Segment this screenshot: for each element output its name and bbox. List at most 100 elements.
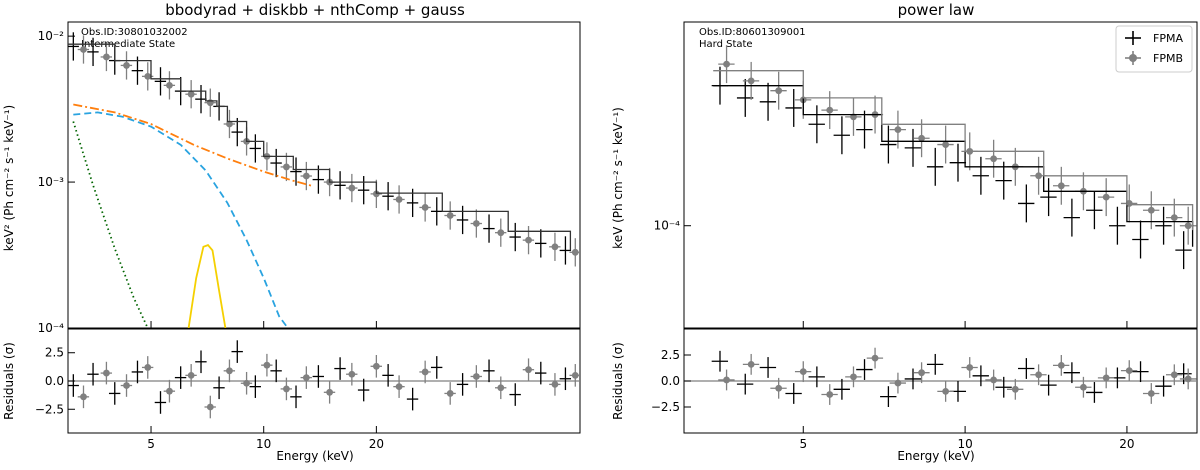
legend-fpma-label: FPMA	[1153, 32, 1183, 45]
left-series-1-point-11	[302, 172, 310, 180]
left-series-1-res-point-5	[187, 371, 195, 379]
left-series-1-point-10	[283, 163, 290, 171]
left-res-ytick-label-1: 0.0	[45, 374, 64, 388]
right-series-1-point-1	[747, 77, 755, 85]
right-series-1-res-point-14	[1057, 362, 1065, 369]
left-series-1-res-point-6	[206, 403, 214, 411]
right-series-1-point-11	[990, 155, 998, 163]
left-series-1-res-point-8	[243, 379, 250, 387]
left-series-1-res-point-1	[103, 369, 110, 377]
left-series-1-point-22	[571, 248, 579, 256]
legend-fpmb-label: FPMB	[1153, 52, 1183, 65]
right-series-1-res-point-18	[1147, 390, 1155, 397]
left-series-1-point-15	[395, 196, 403, 203]
left-series-1-point-4	[166, 81, 173, 89]
left-series-1-res-point-12	[326, 388, 334, 396]
left-series-6-curve	[187, 244, 227, 328]
left-series-1-point-17	[446, 212, 454, 219]
right-series-1-point-8	[918, 134, 925, 142]
left-series-1-res-point-11	[302, 374, 310, 382]
left-series-1-res-point-4	[166, 387, 173, 395]
right-series-1-res-point-19	[1170, 371, 1178, 379]
right-series-1-res-point-13	[1035, 371, 1043, 379]
right-xtick-label-1: 10	[957, 437, 972, 451]
left-main-frame	[67, 21, 581, 329]
left-series-1-res-point-21	[551, 380, 559, 388]
left-xtick-label-2: 20	[369, 437, 384, 451]
right-main-frame	[683, 21, 1198, 329]
left-series-1-point-16	[421, 204, 429, 211]
left-title: bbodyrad + diskbb + nthComp + gauss	[165, 1, 465, 19]
left-series-1-point-20	[525, 236, 532, 244]
left-res-ytick-label-2: −2.5	[35, 402, 64, 416]
right-ytick-label-0: 10⁻⁴	[654, 219, 681, 233]
left-series-2-curve	[68, 43, 572, 251]
left-series-1-res-point-17	[446, 390, 454, 397]
left-residual-layer	[68, 340, 580, 419]
left-ytick-label-2: 10⁻⁴	[38, 321, 65, 335]
right-res-ytick-label-1: 0.0	[661, 374, 680, 388]
right-series-1-res-point-4	[826, 391, 834, 398]
left-series-1-point-7	[226, 120, 233, 128]
left-series-1-res-point-13	[348, 370, 356, 378]
right-xlabel: Energy (keV)	[897, 449, 974, 463]
right-series-1-point-2	[775, 87, 783, 95]
right-annotation-obsid: Obs.ID:80601309001	[699, 27, 806, 38]
left-series-1-point-21	[551, 243, 559, 251]
right-series-1-res-point-6	[871, 354, 879, 362]
right-series-1-res-point-10	[966, 364, 974, 371]
left-series-1-res-point-2	[123, 382, 130, 389]
left-series-1-point-13	[348, 184, 356, 192]
left-series-1-point-19	[497, 229, 505, 237]
left-series-1-res-point-16	[421, 368, 429, 376]
right-title: power law	[898, 1, 975, 19]
left-ytick-label-0: 10⁻²	[38, 29, 65, 43]
right-annotation-state: Hard State	[699, 39, 753, 50]
right-res-ytick-label-0: 2.5	[661, 348, 680, 362]
left-xtick-label-0: 5	[147, 437, 155, 451]
right-series-1-res-point-5	[850, 373, 857, 381]
right-series-1-point-18	[1147, 206, 1155, 214]
right-series-1-point-9	[942, 141, 950, 148]
left-ylabel: keV² (Ph cm⁻² s⁻¹ keV⁻¹)	[2, 105, 16, 251]
left-series-1-res-point-3	[144, 364, 152, 371]
left-series-1-res-point-0	[80, 393, 87, 401]
left-series-layer	[68, 32, 580, 328]
right-series-2-curve	[713, 85, 1194, 247]
left-series-1-res-point-15	[395, 383, 403, 391]
right-residual-ylabel: Residuals (σ)	[611, 342, 625, 420]
right-series-1-res-point-8	[918, 369, 925, 377]
right-series-1-res-point-11	[990, 376, 998, 384]
right-xtick-label-2: 20	[1119, 437, 1134, 451]
left-series-1-res-point-9	[263, 361, 271, 369]
right-ylabel: keV (Ph cm⁻² s⁻¹ keV⁻¹)	[611, 107, 625, 249]
right-series-3-curve	[713, 70, 1194, 231]
left-series-1-point-0	[80, 46, 87, 53]
left-series-3-curve	[72, 121, 149, 328]
right-series-1-res-point-3	[799, 368, 807, 376]
left-series-4-curve	[73, 111, 289, 328]
right-series-1-point-19	[1170, 214, 1178, 222]
left-residual-ylabel: Residuals (σ)	[2, 342, 16, 420]
right-res-ytick-label-2: −2.5	[651, 400, 680, 414]
right-series-1-res-point-9	[942, 388, 950, 395]
legend-fpma-marker	[1125, 31, 1141, 45]
right-xtick-label-0: 5	[799, 437, 807, 451]
right-series-1-res-point-16	[1102, 374, 1110, 382]
legend: FPMA FPMB	[1115, 25, 1193, 73]
legend-fpmb-marker	[1125, 51, 1141, 65]
left-xlabel: Energy (keV)	[276, 449, 353, 463]
right-series-1-res-point-0	[723, 376, 730, 384]
left-series-1-res-point-18	[472, 373, 480, 380]
right-series-1-res-point-2	[775, 384, 783, 392]
left-series-1-res-point-22	[571, 371, 579, 379]
right-residual-layer	[711, 347, 1197, 407]
left-series-1-point-14	[372, 190, 380, 198]
left-series-1-res-point-20	[525, 366, 532, 374]
right-series-1-res-point-1	[747, 360, 755, 368]
left-series-1-point-2	[123, 62, 130, 69]
left-series-5-curve	[73, 103, 313, 187]
left-series-1-point-18	[472, 220, 480, 227]
left-series-1-point-1	[103, 53, 110, 61]
left-annotation-state: Intermediate State	[81, 39, 175, 50]
